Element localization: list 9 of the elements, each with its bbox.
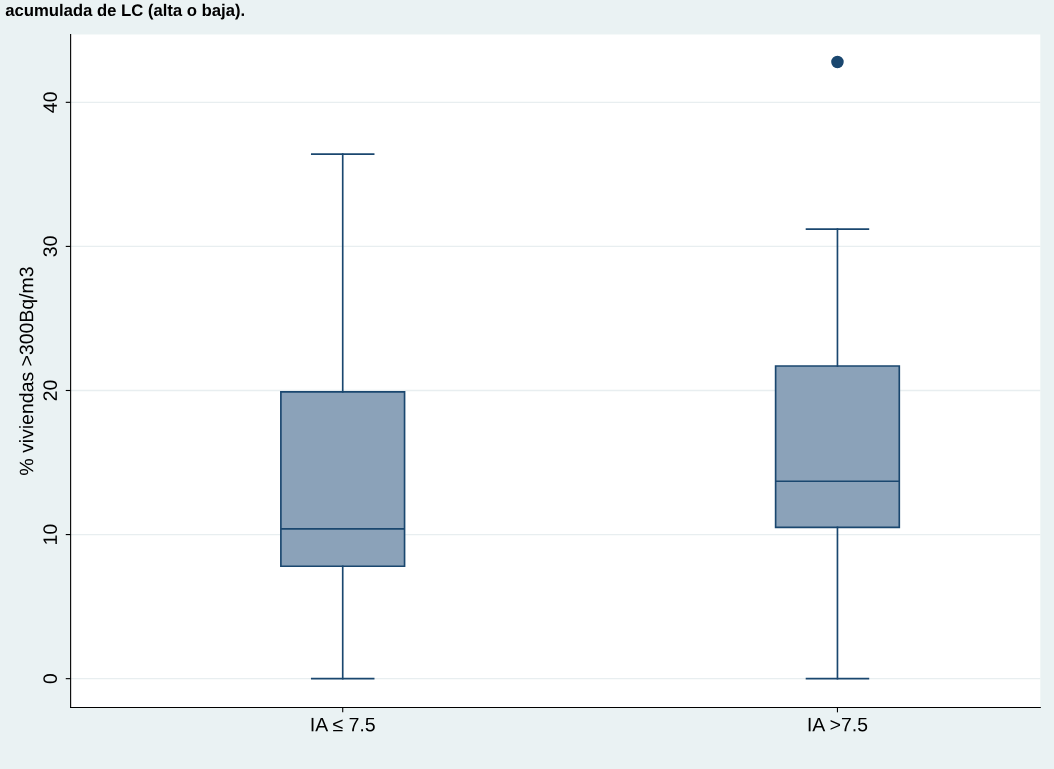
y-tick-label: 40 <box>43 92 58 113</box>
x-tick-label: IA >7.5 <box>808 717 868 732</box>
y-tick-label: 30 <box>43 236 58 257</box>
y-tick-label: 10 <box>43 524 58 544</box>
y-axis-title: % viviendas >300Bq/m3 <box>19 267 38 475</box>
x-tick-label: IA ≤ 7.5 <box>311 717 375 732</box>
y-tick-label: 20 <box>43 380 58 401</box>
y-tick-label: 0 <box>43 674 58 684</box>
chart-title: acumulada de LC (alta o baja). <box>5 3 244 20</box>
